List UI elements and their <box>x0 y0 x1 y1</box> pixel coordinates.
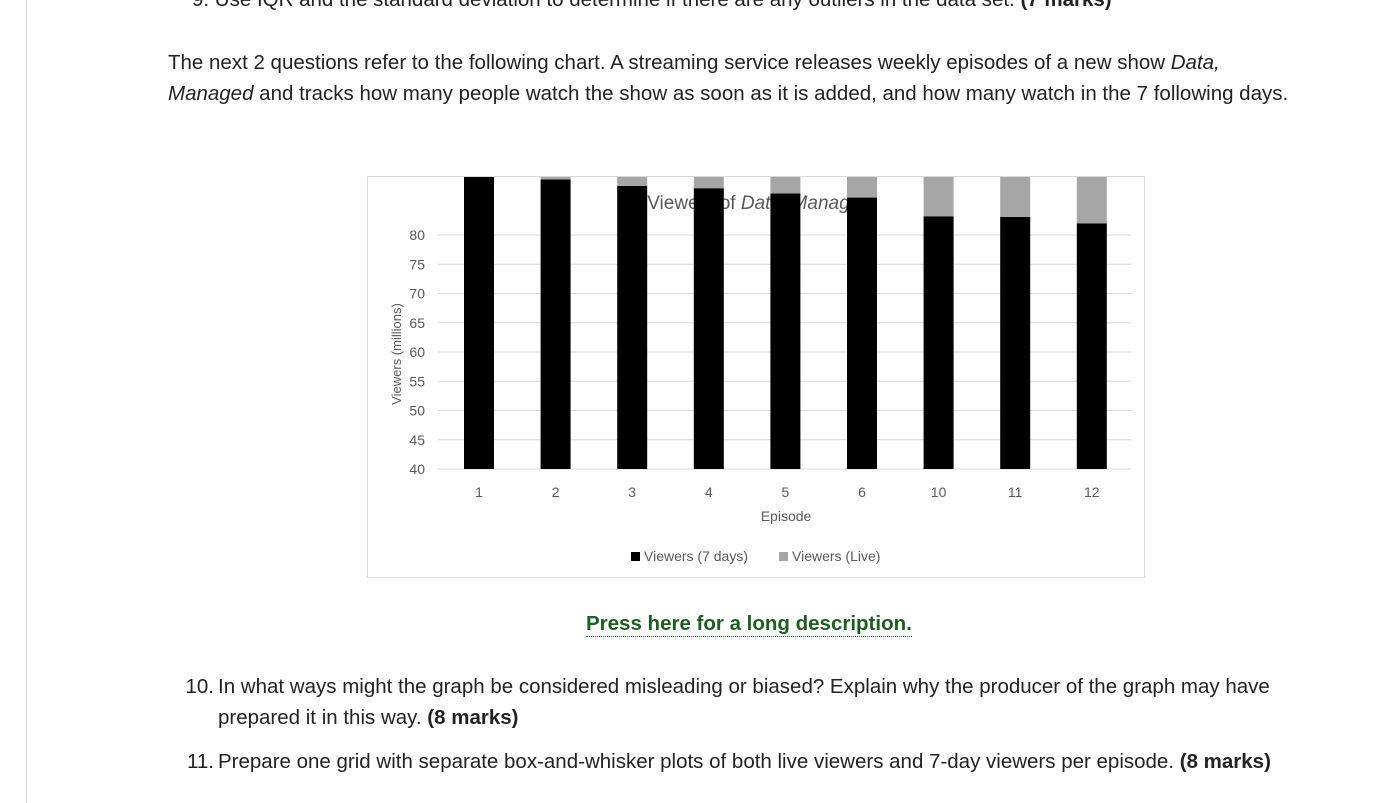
chart-container: Viewers of Data, Managed 40 45 50 55 60 65 70 7… <box>367 176 1145 578</box>
legend-swatch-live <box>779 552 788 561</box>
legend-label-live: Viewers (Live) <box>792 548 880 564</box>
x-tick-label: 11 <box>1008 484 1023 500</box>
bar-ep12-7day <box>1076 223 1107 469</box>
y-tick-label: 60 <box>409 344 425 360</box>
y-tick-label: 75 <box>409 256 425 272</box>
bar-ep10-live <box>923 177 954 217</box>
x-tick-label: 4 <box>705 484 713 500</box>
question-marks: (8 marks) <box>427 706 519 729</box>
bar-ep4-7day <box>693 188 724 469</box>
bar-ep1-7day <box>464 177 494 470</box>
x-tick-label: 5 <box>782 484 790 500</box>
x-tick-label: 3 <box>628 484 636 500</box>
bar-ep3-7day <box>617 185 648 470</box>
bar-ep6-7day <box>847 197 877 469</box>
bar-ep11-7day <box>1000 216 1031 469</box>
intro-show-title: Data, Managed <box>168 51 1220 105</box>
bar-ep5-7day <box>770 193 801 469</box>
x-tick-label: 6 <box>858 484 866 500</box>
question-text: In what ways might the graph be consider… <box>218 675 1270 729</box>
question-number: 10. <box>185 675 215 698</box>
y-tick-label: 80 <box>409 227 425 243</box>
intro-part2: and tracks how many people watch the sho… <box>253 82 1289 105</box>
bars <box>464 177 1107 470</box>
bar-ep12-live <box>1076 177 1107 224</box>
bar-ep2-live <box>540 177 571 180</box>
question-text: Prepare one grid with separate box-and-w… <box>218 750 1175 773</box>
question-number: 11. <box>187 750 214 773</box>
question-list: 10. In what ways might the graph be cons… <box>168 671 1348 790</box>
y-tick-label: 45 <box>409 432 425 448</box>
x-tick-label: 10 <box>931 484 947 500</box>
question-11: 11. Prepare one grid with separate box-a… <box>168 746 1348 777</box>
x-axis-label: Episode <box>761 508 812 524</box>
previous-question: 9. Use IQR and the standard deviation to… <box>192 0 1112 13</box>
x-tick-label: 2 <box>552 484 560 500</box>
long-description-link[interactable]: Press here for a long description. <box>586 612 912 637</box>
bar-ep10-7day <box>923 216 954 469</box>
x-axis-ticks: 1 2 3 4 5 6 10 11 12 <box>475 484 1100 500</box>
question-10: 10. In what ways might the graph be cons… <box>168 671 1348 733</box>
previous-question-marks: (7 marks) <box>1020 0 1111 11</box>
bar-ep5-live <box>770 177 801 194</box>
bar-ep6-live <box>847 177 877 198</box>
y-axis-label: Viewers (millions) <box>389 303 404 405</box>
question-marks: (8 marks) <box>1179 750 1271 773</box>
legend-label-7day: Viewers (7 days) <box>644 548 748 564</box>
y-tick-label: 55 <box>409 373 425 389</box>
chart-title: Viewers of Data, Managed <box>647 193 872 214</box>
bar-ep4-live <box>693 177 724 189</box>
y-tick-label: 65 <box>409 315 425 331</box>
bar-ep2-7day <box>540 179 571 470</box>
y-axis-ticks: 40 45 50 55 60 65 70 75 80 <box>409 227 425 477</box>
previous-question-text: 9. Use IQR and the standard deviation to… <box>192 0 1015 11</box>
intro-part1: The next 2 questions refer to the follow… <box>168 51 1171 74</box>
legend-swatch-7day <box>631 552 640 561</box>
stacked-bar-chart: Viewers of Data, Managed 404550556065707… <box>389 177 1131 564</box>
intro-paragraph: The next 2 questions refer to the follow… <box>168 47 1303 109</box>
y-tick-label: 70 <box>409 286 425 302</box>
y-tick-label: 40 <box>409 461 425 477</box>
x-tick-label: 12 <box>1084 484 1100 500</box>
bar-ep11-live <box>1000 177 1031 217</box>
page-left-border <box>26 0 27 803</box>
bar-ep3-live <box>617 177 648 186</box>
legend: Viewers (7 days) Viewers (Live) <box>631 548 880 564</box>
y-tick-label: 50 <box>409 403 425 419</box>
x-tick-label: 1 <box>475 484 483 500</box>
